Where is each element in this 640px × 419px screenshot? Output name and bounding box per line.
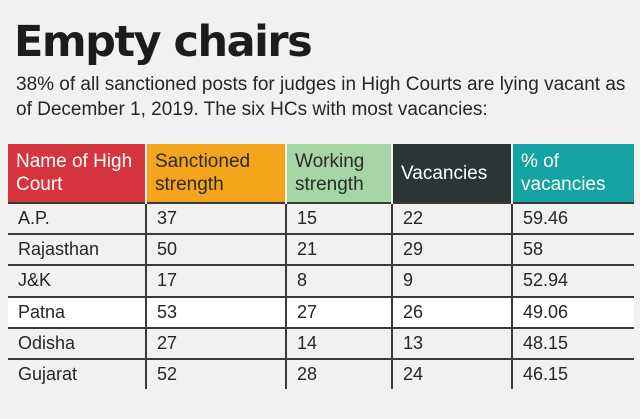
vacancies-table: Name of High Court Sanctioned strength W… xyxy=(8,144,634,390)
table-row: J&K 17 8 9 52.94 xyxy=(8,264,634,297)
column-header-sanctioned: Sanctioned strength xyxy=(146,144,287,203)
page-title: Empty chairs xyxy=(14,17,313,67)
cell-working: 14 xyxy=(286,326,393,359)
table-header-row: Name of High Court Sanctioned strength W… xyxy=(8,144,634,203)
cell-sanctioned: 37 xyxy=(146,201,287,235)
table-row: Gujarat 52 28 24 46.15 xyxy=(8,357,634,390)
cell-working: 21 xyxy=(286,233,393,266)
cell-percent: 52.94 xyxy=(512,264,634,297)
cell-court-name: Gujarat xyxy=(8,357,147,390)
subtitle: 38% of all sanctioned posts for judges i… xyxy=(16,74,626,120)
cell-working: 27 xyxy=(286,295,393,328)
cell-vacancies: 29 xyxy=(392,233,513,266)
cell-vacancies: 22 xyxy=(392,201,513,235)
cell-sanctioned: 17 xyxy=(146,264,287,297)
cell-working: 28 xyxy=(286,357,393,390)
cell-vacancies: 9 xyxy=(392,264,513,297)
table-row: Patna 53 27 26 49.06 xyxy=(8,295,634,328)
cell-vacancies: 26 xyxy=(392,295,513,328)
cell-working: 15 xyxy=(286,201,393,235)
cell-working: 8 xyxy=(286,264,393,297)
cell-percent: 58 xyxy=(512,233,634,266)
cell-sanctioned: 50 xyxy=(146,233,287,266)
table-row: Rajasthan 50 21 29 58 xyxy=(8,233,634,266)
cell-percent: 48.15 xyxy=(512,326,634,359)
cell-court-name: A.P. xyxy=(8,201,147,235)
cell-sanctioned: 52 xyxy=(146,357,287,390)
column-header-name: Name of High Court xyxy=(8,144,147,203)
cell-court-name: Odisha xyxy=(8,326,147,359)
cell-percent: 46.15 xyxy=(512,357,634,390)
table-row: A.P. 37 15 22 59.46 xyxy=(8,201,634,235)
table-row: Odisha 27 14 13 48.15 xyxy=(8,326,634,359)
cell-percent: 59.46 xyxy=(512,201,634,235)
cell-court-name: Patna xyxy=(8,295,147,328)
cell-vacancies: 13 xyxy=(392,326,513,359)
cell-percent: 49.06 xyxy=(512,295,634,328)
cell-sanctioned: 27 xyxy=(146,326,287,359)
column-header-percent: % of vacancies xyxy=(512,144,634,203)
cell-court-name: J&K xyxy=(8,264,147,297)
cell-sanctioned: 53 xyxy=(146,295,287,328)
cell-vacancies: 24 xyxy=(392,357,513,390)
column-header-working: Working strength xyxy=(286,144,393,203)
column-header-vacancies: Vacancies xyxy=(392,144,513,203)
table-body: A.P. 37 15 22 59.46 Rajasthan 50 21 29 58 J&K 17 8 9 5… xyxy=(8,201,634,390)
cell-court-name: Rajasthan xyxy=(8,233,147,266)
